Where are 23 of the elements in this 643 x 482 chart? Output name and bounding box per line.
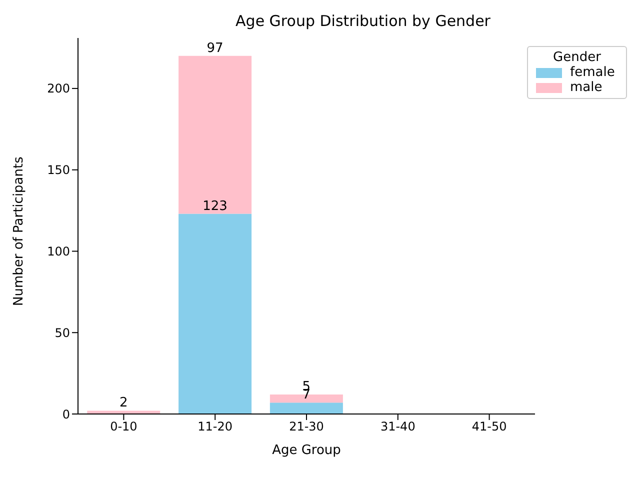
bar (178, 56, 252, 214)
legend-title: Gender (552, 50, 602, 65)
x-tick-label: 11-20 (198, 420, 233, 434)
y-tick-label: 100 (47, 244, 70, 258)
y-tick-label: 200 (47, 82, 70, 96)
x-tick-label: 41-50 (472, 420, 507, 434)
y-tick-label: 150 (47, 163, 70, 178)
x-tick-label: 21-30 (289, 420, 324, 434)
data-label: 123 (202, 198, 228, 214)
y-tick-label: 0 (62, 407, 70, 422)
data-label: 97 (206, 40, 224, 56)
bar (270, 402, 343, 414)
bar (178, 214, 252, 414)
legend-label: female (569, 65, 616, 80)
y-tick-label: 50 (54, 326, 70, 340)
x-axis-title: Age Group (272, 443, 341, 458)
x-tick-label: 31-40 (380, 420, 416, 434)
x-tick-label: 0-10 (110, 420, 138, 434)
y-axis-title: Number of Participants (12, 156, 27, 306)
chart-title: Age Group Distribution by Gender (234, 12, 492, 30)
bar (87, 410, 160, 414)
legend-label: male (569, 80, 604, 95)
data-label: 2 (120, 396, 128, 411)
